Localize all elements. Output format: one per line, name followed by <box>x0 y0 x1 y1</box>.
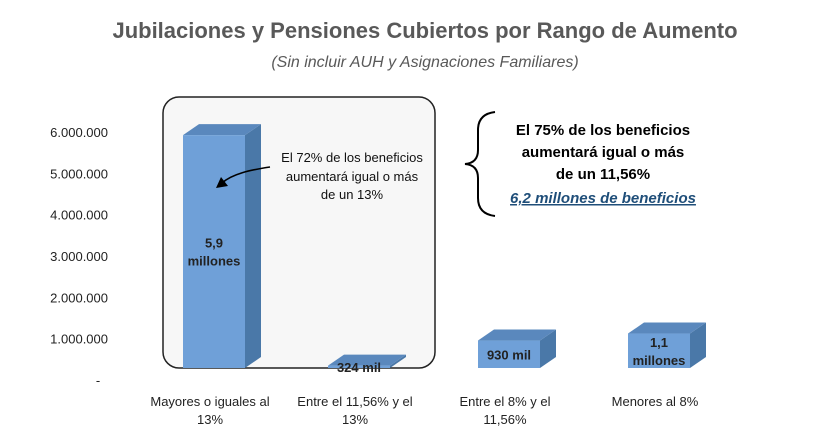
brace-icon <box>464 111 496 217</box>
category-label: Entre el 8% y el <box>459 394 550 409</box>
box-note: El 72% de los beneficios aumentará igual… <box>281 150 423 202</box>
data-label: 930 mil <box>487 347 531 362</box>
y-axis: - 1.000.000 2.000.000 3.000.000 4.000.000 5.0… <box>50 125 108 388</box>
bar-side <box>390 354 406 368</box>
note-arrowhead <box>216 177 228 188</box>
bar-side <box>245 124 261 368</box>
category-label: Menores al 8% <box>612 394 699 409</box>
callout-line-1: El 75% de los beneficios <box>516 122 690 139</box>
y-tick-label: 6.000.000 <box>50 125 108 140</box>
callout: El 75% de los beneficios aumentará igual… <box>510 122 696 207</box>
x-axis: Mayores o iguales al 13% Entre el 11,56% y… <box>150 394 698 427</box>
category-label: Entre el 11,56% y el <box>297 394 412 409</box>
bar-side <box>540 329 556 368</box>
callout-line-3: de un 11,56% <box>556 166 650 183</box>
bars <box>183 124 706 368</box>
box-note-line-2: aumentará igual o más <box>286 169 419 184</box>
bar-top <box>328 354 406 366</box>
note-arrow <box>221 166 271 184</box>
chart-subtitle: (Sin incluir AUH y Asignaciones Familiar… <box>271 54 578 71</box>
data-label: millones <box>633 353 686 368</box>
box-note-line-3: de un 13% <box>321 187 384 202</box>
category-label: 11,56% <box>483 412 527 427</box>
y-tick-label: 2.000.000 <box>50 290 108 305</box>
bar-side <box>690 322 706 368</box>
bar-top <box>628 322 706 334</box>
data-labels: 5,9 millones 324 mil 930 mil 1,1 millones <box>188 236 686 375</box>
data-label: millones <box>188 254 241 269</box>
data-label: 1,1 <box>650 335 668 350</box>
y-tick-label: 3.000.000 <box>50 249 108 264</box>
category-label: 13% <box>197 412 223 427</box>
box-note-line-1: El 72% de los beneficios <box>281 150 423 165</box>
data-label: 5,9 <box>205 236 223 251</box>
callout-line-2: aumentará igual o más <box>522 144 685 161</box>
bar <box>183 135 245 368</box>
bar <box>628 333 690 368</box>
y-tick-label: 4.000.000 <box>50 208 108 223</box>
bar-top <box>478 329 556 341</box>
bar <box>478 340 540 368</box>
bar <box>328 365 390 368</box>
y-tick-label: 5.000.000 <box>50 166 108 181</box>
chart-title: Jubilaciones y Pensiones Cubiertos por R… <box>112 18 737 43</box>
callout-link[interactable]: 6,2 millones de beneficios <box>510 190 696 207</box>
data-label: 324 mil <box>337 360 381 375</box>
category-label: 13% <box>342 412 368 427</box>
y-tick-label: 1.000.000 <box>50 332 108 347</box>
bar-top <box>183 124 261 136</box>
y-tick-label: - <box>96 373 100 388</box>
category-label: Mayores o iguales al <box>150 394 269 409</box>
